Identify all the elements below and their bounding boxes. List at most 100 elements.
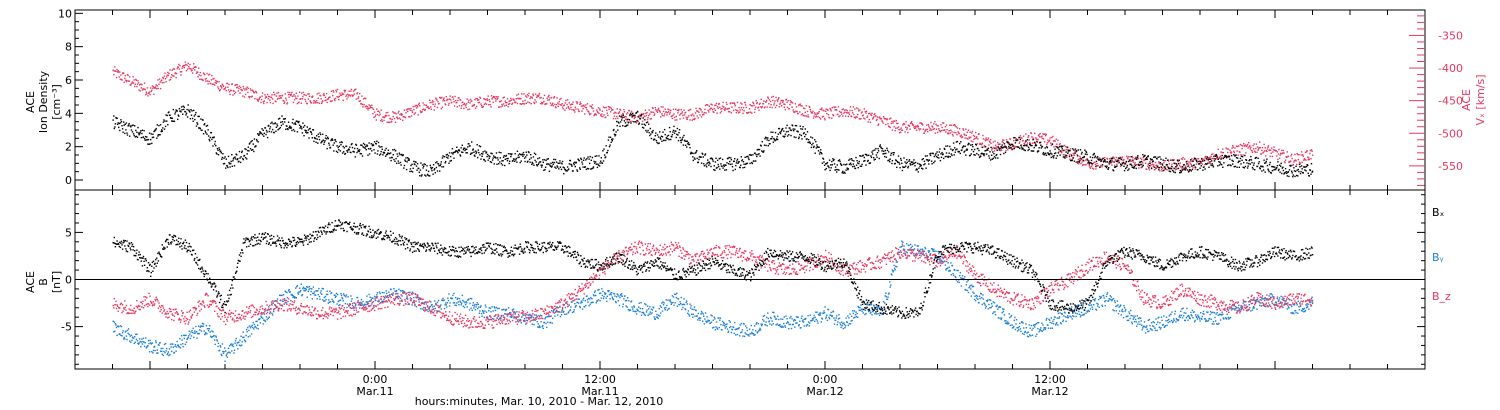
density-point <box>968 143 970 145</box>
velocity-point <box>886 118 889 120</box>
by-point <box>424 306 426 309</box>
density-point <box>813 145 815 148</box>
by-point <box>159 342 161 344</box>
velocity-point <box>323 92 325 95</box>
by-point <box>169 353 171 356</box>
density-point <box>559 160 561 162</box>
velocity-point <box>1232 146 1234 148</box>
velocity-point <box>630 110 633 113</box>
velocity-point <box>791 106 793 108</box>
velocity-point <box>300 102 302 104</box>
density-point <box>850 164 852 166</box>
velocity-point <box>271 94 273 96</box>
density-point <box>419 169 422 171</box>
by-point <box>187 336 189 339</box>
velocity-point <box>533 102 536 105</box>
velocity-point <box>988 144 990 146</box>
velocity-point <box>1209 163 1212 165</box>
velocity-point <box>451 101 453 104</box>
velocity-point <box>1138 167 1140 169</box>
velocity-point <box>870 114 873 117</box>
velocity-point <box>318 92 320 94</box>
density-point <box>349 146 351 148</box>
density-point <box>866 160 869 162</box>
velocity-point <box>864 118 866 120</box>
density-point <box>1244 165 1247 168</box>
density-point <box>1291 172 1293 174</box>
velocity-point <box>435 98 438 100</box>
density-point <box>367 154 369 156</box>
by-point <box>254 325 257 328</box>
velocity-point <box>515 98 517 100</box>
by-point <box>426 305 429 307</box>
density-point <box>1056 146 1058 148</box>
by-point <box>230 344 232 346</box>
density-point <box>279 117 281 120</box>
density-point <box>807 141 809 144</box>
velocity-point <box>457 99 459 102</box>
velocity-point <box>715 104 717 106</box>
density-point <box>318 136 320 138</box>
by-point <box>232 345 235 348</box>
velocity-point <box>619 109 622 111</box>
velocity-point <box>984 139 986 141</box>
density-point <box>490 161 493 164</box>
velocity-point <box>1271 155 1274 158</box>
density-point <box>1012 145 1014 147</box>
velocity-point <box>1129 160 1131 162</box>
velocity-point <box>1272 149 1275 151</box>
density-point <box>1008 145 1010 148</box>
by-point <box>277 302 279 304</box>
velocity-point <box>927 131 929 133</box>
density-point <box>855 164 858 166</box>
density-point <box>1223 156 1226 159</box>
velocity-point <box>430 106 432 108</box>
velocity-point <box>1076 154 1078 156</box>
density-point <box>324 137 327 139</box>
velocity-point <box>112 69 114 71</box>
velocity-point <box>501 103 503 106</box>
velocity-point <box>392 111 394 113</box>
density-point <box>1280 162 1282 165</box>
by-point <box>296 286 298 288</box>
velocity-point <box>169 78 172 81</box>
density-point <box>117 122 119 124</box>
velocity-point <box>1295 160 1297 162</box>
density-point <box>452 153 454 155</box>
density-point <box>1282 169 1285 172</box>
density-point <box>231 165 233 167</box>
velocity-point <box>376 108 378 110</box>
by-point <box>228 345 231 347</box>
density-point <box>560 168 563 171</box>
velocity-point <box>263 102 265 105</box>
density-point <box>214 140 216 143</box>
velocity-point <box>262 101 264 103</box>
density-point <box>927 160 929 162</box>
density-point <box>350 143 353 146</box>
velocity-point <box>304 98 306 101</box>
by-point <box>433 305 435 307</box>
density-point <box>736 160 738 162</box>
by-point <box>448 293 450 295</box>
velocity-point <box>1056 143 1058 145</box>
density-point <box>1252 168 1254 170</box>
velocity-point <box>505 104 508 106</box>
velocity-point <box>978 133 980 135</box>
density-point <box>1142 164 1144 167</box>
velocity-point <box>398 110 400 112</box>
by-point <box>231 344 233 347</box>
velocity-point <box>922 128 924 130</box>
density-point <box>377 150 379 152</box>
velocity-point <box>758 109 760 111</box>
density-point <box>496 157 499 159</box>
density-point <box>645 129 647 132</box>
density-point <box>595 161 597 163</box>
velocity-point <box>228 91 231 93</box>
by-point <box>367 301 369 303</box>
density-point <box>1065 151 1067 153</box>
density-point <box>173 120 176 123</box>
density-point <box>375 143 377 145</box>
velocity-point <box>168 72 170 75</box>
velocity-point <box>227 89 230 91</box>
density-point <box>607 139 610 141</box>
